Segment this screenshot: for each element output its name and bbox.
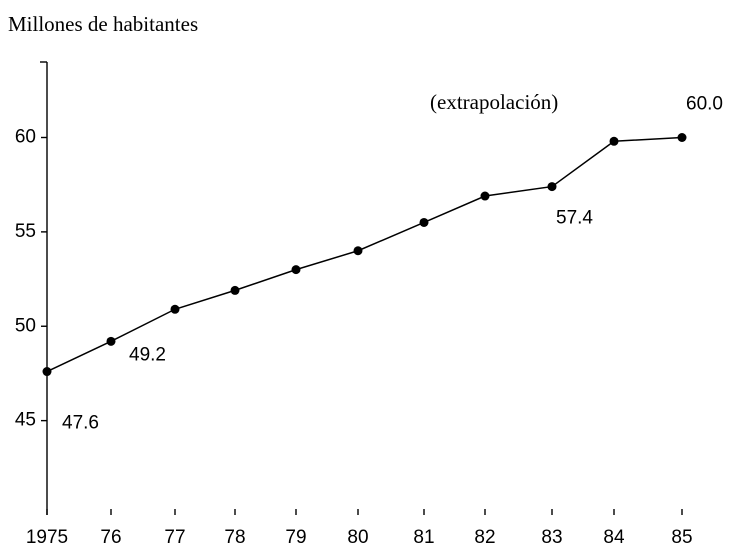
point — [42, 367, 52, 377]
x-tick-label: 77 — [164, 527, 185, 548]
x-tick-label: 82 — [474, 527, 495, 548]
point — [480, 191, 490, 201]
y-axis-label: Millones de habitantes — [8, 12, 198, 36]
x-tick-label: 76 — [100, 527, 121, 548]
point — [547, 182, 557, 192]
annotation: (extrapolación) — [430, 90, 558, 114]
x-tick-label: 85 — [671, 527, 692, 548]
x-tick-label: 84 — [603, 527, 625, 548]
x-tick-label: 1975 — [26, 527, 68, 548]
x-tick-label: 83 — [541, 527, 562, 548]
y-tick-label: 55 — [15, 221, 36, 242]
y-tick-label: 45 — [15, 410, 36, 431]
point — [353, 246, 363, 256]
point — [609, 136, 619, 146]
point — [106, 336, 116, 346]
point — [170, 304, 180, 314]
x-tick-label: 80 — [347, 527, 368, 548]
value-label: 60.0 — [686, 94, 723, 115]
point — [677, 133, 687, 142]
point — [291, 265, 301, 275]
point — [419, 217, 429, 227]
value-label: 49.2 — [129, 344, 166, 365]
x-tick-label: 81 — [413, 527, 434, 548]
x-tick-label: 79 — [285, 527, 306, 548]
value-label: 57.4 — [556, 208, 593, 229]
y-tick-label: 50 — [15, 315, 36, 336]
value-label: 47.6 — [62, 413, 99, 434]
line — [46, 136, 683, 373]
x-tick-label: 78 — [224, 527, 245, 548]
y-tick-label: 60 — [15, 127, 36, 148]
point — [230, 285, 240, 295]
